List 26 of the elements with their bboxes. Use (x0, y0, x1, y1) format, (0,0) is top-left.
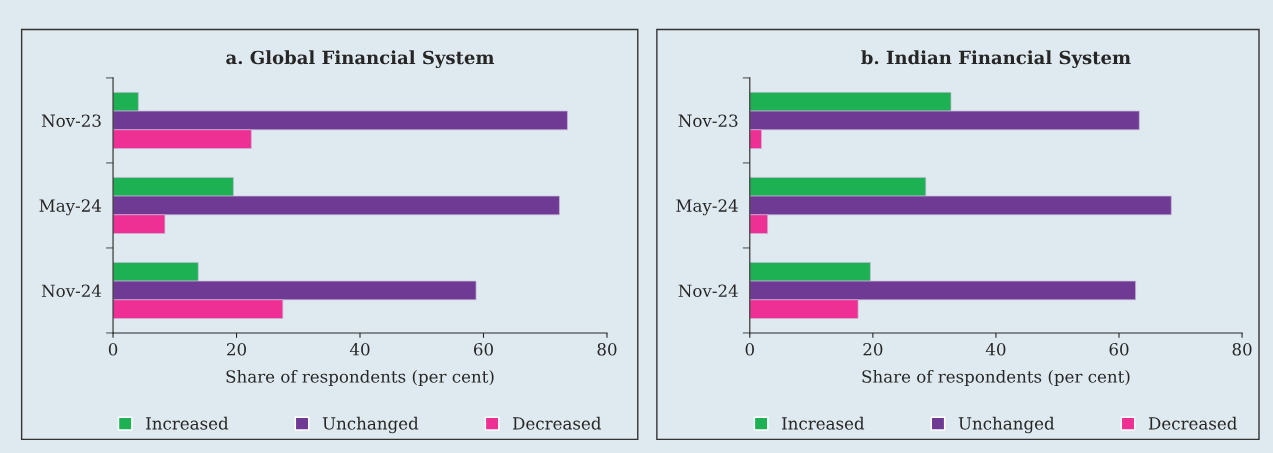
x-tick-label: 0 (745, 342, 754, 356)
y-tick-label: Nov-23 (41, 114, 101, 127)
x-tick-label: 0 (108, 342, 118, 356)
x-tick-label: 20 (227, 342, 247, 356)
x-tick-label: 80 (597, 342, 617, 356)
legend-label: Increased (146, 416, 229, 430)
y-tick-label: Nov-23 (678, 114, 738, 127)
legend-label: Decreased (1148, 416, 1237, 430)
y-tick-label: May-24 (676, 199, 738, 216)
legend-label: Unchanged (958, 416, 1055, 434)
x-tick-label: 60 (474, 342, 493, 356)
x-tick-label: 20 (863, 342, 883, 356)
x-tick-label: 40 (985, 342, 1006, 356)
y-tick-label: Nov-24 (41, 284, 102, 298)
chart-title: a. Global Financial System (226, 50, 495, 69)
x-tick-label: 80 (1232, 342, 1252, 356)
x-axis-title: Share of respondents (per cent) (226, 369, 494, 387)
legend-label: Increased (782, 416, 865, 430)
chart-title: b. Indian Financial System (861, 50, 1131, 69)
y-tick-label: May-24 (39, 199, 102, 216)
y-tick-label: Nov-24 (678, 284, 738, 298)
legend-label: Decreased (513, 416, 601, 430)
legend-label: Unchanged (322, 416, 419, 434)
x-tick-label: 60 (1109, 342, 1129, 356)
x-axis-title: Share of respondents (per cent) (862, 369, 1130, 387)
x-tick-label: 40 (349, 342, 370, 356)
